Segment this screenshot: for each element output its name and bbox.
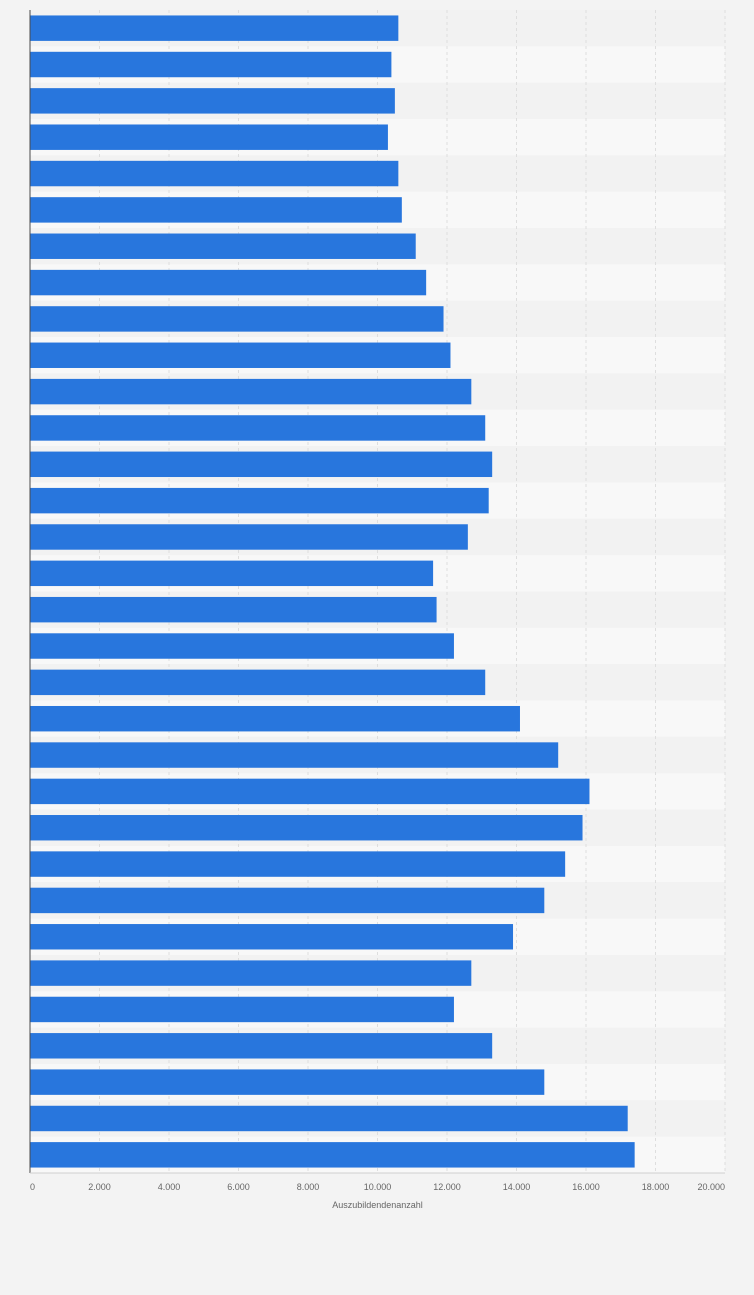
bar (30, 815, 583, 841)
bar (30, 342, 451, 368)
bar (30, 960, 472, 986)
x-tick-label: 2.000 (88, 1182, 111, 1192)
bar (30, 778, 590, 805)
x-tick-label: 0 (30, 1182, 35, 1192)
bar (30, 851, 566, 877)
bar (30, 1142, 635, 1168)
x-tick-label: 8.000 (297, 1182, 320, 1192)
x-tick-label: 4.000 (158, 1182, 181, 1192)
bar (30, 705, 520, 732)
x-axis-title: Auszubildendenanzahl (332, 1200, 423, 1210)
bar (30, 669, 486, 696)
bar (30, 160, 399, 187)
bar (30, 197, 402, 223)
x-tick-label: 10.000 (364, 1182, 392, 1192)
x-tick-label: 14.000 (503, 1182, 531, 1192)
bar (30, 887, 545, 914)
bar (30, 1105, 628, 1132)
bar (30, 269, 427, 296)
bar (30, 924, 514, 950)
bar (30, 596, 437, 623)
x-tick-label: 20.000 (697, 1182, 725, 1192)
bar (30, 415, 486, 441)
bar (30, 742, 559, 768)
bar (30, 15, 399, 41)
bar (30, 51, 392, 78)
bar (30, 88, 395, 114)
bar (30, 233, 416, 259)
bar (30, 378, 472, 405)
x-tick-label: 16.000 (572, 1182, 600, 1192)
x-tick-label: 12.000 (433, 1182, 461, 1192)
bar (30, 306, 444, 332)
bar (30, 1069, 545, 1095)
x-tick-label: 6.000 (227, 1182, 250, 1192)
bar (30, 124, 388, 150)
bar (30, 487, 489, 514)
bar (30, 633, 454, 659)
bar (30, 560, 434, 587)
bar (30, 1033, 493, 1059)
bar (30, 451, 493, 478)
bar (30, 524, 468, 550)
x-tick-label: 18.000 (642, 1182, 670, 1192)
bar (30, 996, 454, 1023)
